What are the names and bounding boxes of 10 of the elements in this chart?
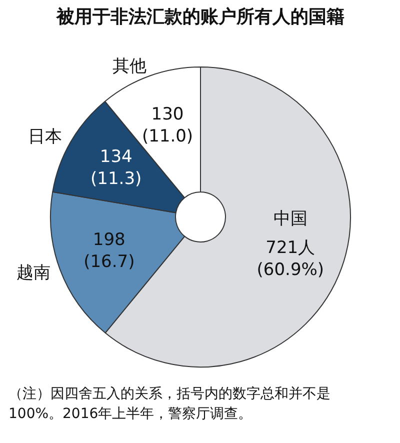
slice-label: 中国 (273, 209, 308, 230)
data-label: 134 (11.3) (90, 147, 142, 190)
slice-label: 越南 (16, 262, 51, 283)
chart-title: 被用于非法汇款的账户所有人的国籍 (56, 6, 344, 28)
data-label: 198 (16.7) (84, 230, 135, 272)
data-label: 130 (11.0) (142, 104, 194, 146)
data-label: 721人 (60.9%) (256, 238, 324, 280)
slice-label: 日本 (28, 126, 62, 147)
text: （注）因四舍五入的关系，括号内的数字总和并不是100%。2016年上半年，警察厅调查。 (8, 386, 330, 422)
slice-label: 其他 (112, 56, 146, 76)
